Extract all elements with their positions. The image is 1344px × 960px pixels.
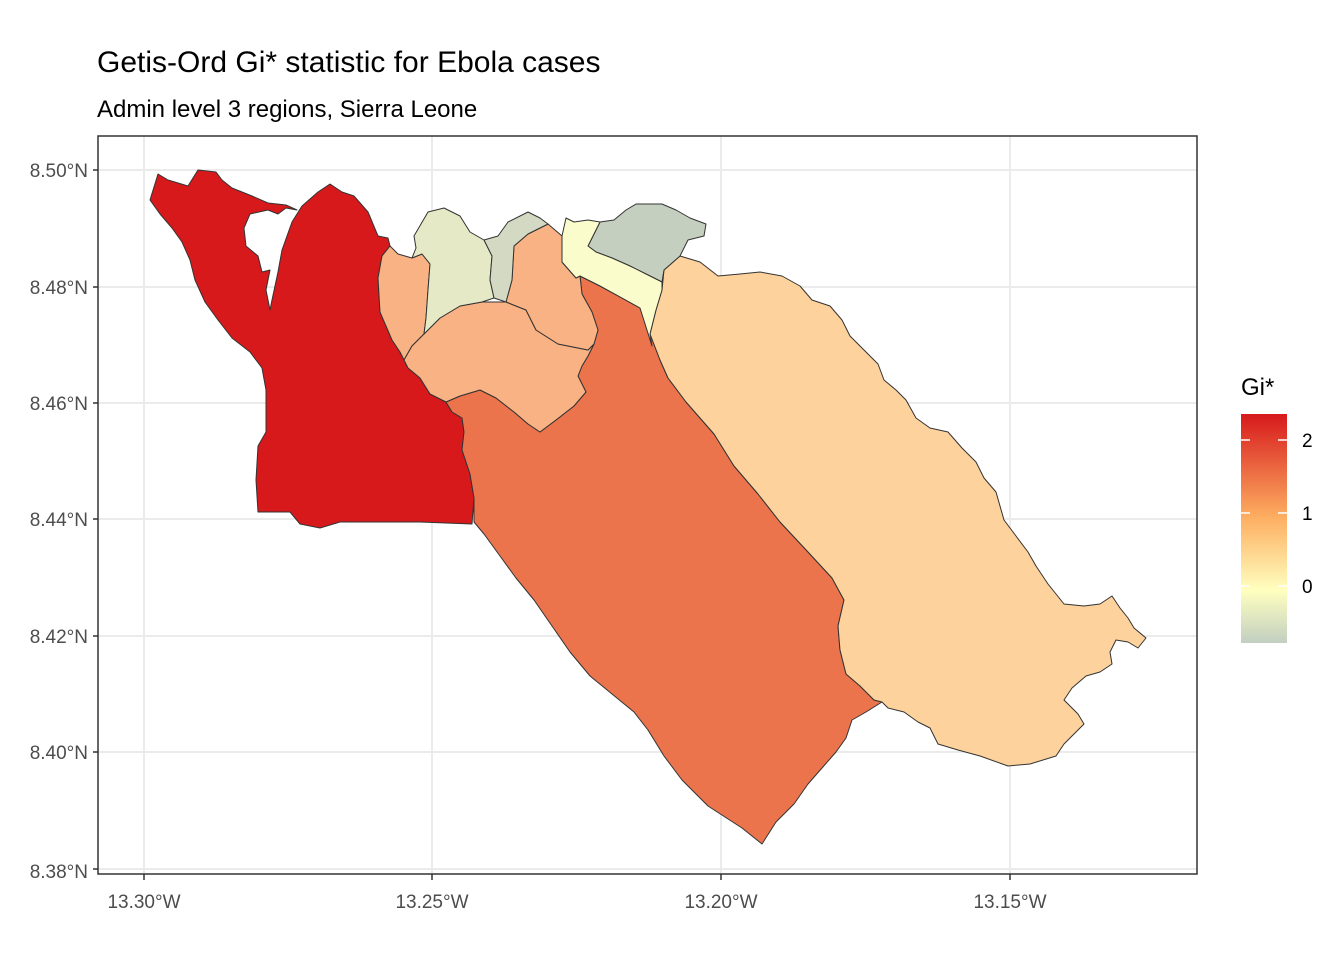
legend-label: 0 xyxy=(1302,577,1313,598)
region-eastern xyxy=(649,255,1147,767)
region-north-yellow xyxy=(561,217,663,347)
legend-label: 1 xyxy=(1302,504,1313,525)
x-axis: 13.30°W 13.25°W 13.20°W 13.15°W xyxy=(107,874,1047,913)
regions-layer xyxy=(149,169,1147,845)
y-tick-label: 8.46°N xyxy=(30,394,88,415)
y-tick-label: 8.50°N xyxy=(30,161,88,182)
y-axis: 8.50°N 8.48°N 8.46°N 8.44°N 8.42°N 8.40°… xyxy=(30,161,98,883)
y-tick-label: 8.44°N xyxy=(30,510,88,531)
legend-label: 2 xyxy=(1302,431,1313,452)
x-tick-label: 13.20°W xyxy=(684,892,757,913)
region-north-wedge xyxy=(505,223,599,351)
x-tick-label: 13.15°W xyxy=(973,892,1046,913)
legend-title: Gi* xyxy=(1241,374,1274,401)
y-tick-label: 8.40°N xyxy=(30,743,88,764)
legend-colorbar xyxy=(1241,414,1287,643)
x-tick-label: 13.30°W xyxy=(107,892,180,913)
region-north-west xyxy=(411,207,495,335)
chart-subtitle: Admin level 3 regions, Sierra Leone xyxy=(97,96,477,123)
panel-border xyxy=(97,135,1198,875)
legend: Gi* 2 1 0 xyxy=(1241,374,1313,643)
y-tick-label: 8.48°N xyxy=(30,278,88,299)
x-tick-label: 13.25°W xyxy=(395,892,468,913)
region-north-middle xyxy=(483,211,549,303)
plot-panel xyxy=(97,135,1198,875)
y-tick-label: 8.38°N xyxy=(30,862,88,883)
y-tick-label: 8.42°N xyxy=(30,627,88,648)
chart-title: Getis-Ord Gi* statistic for Ebola cases xyxy=(97,46,601,79)
